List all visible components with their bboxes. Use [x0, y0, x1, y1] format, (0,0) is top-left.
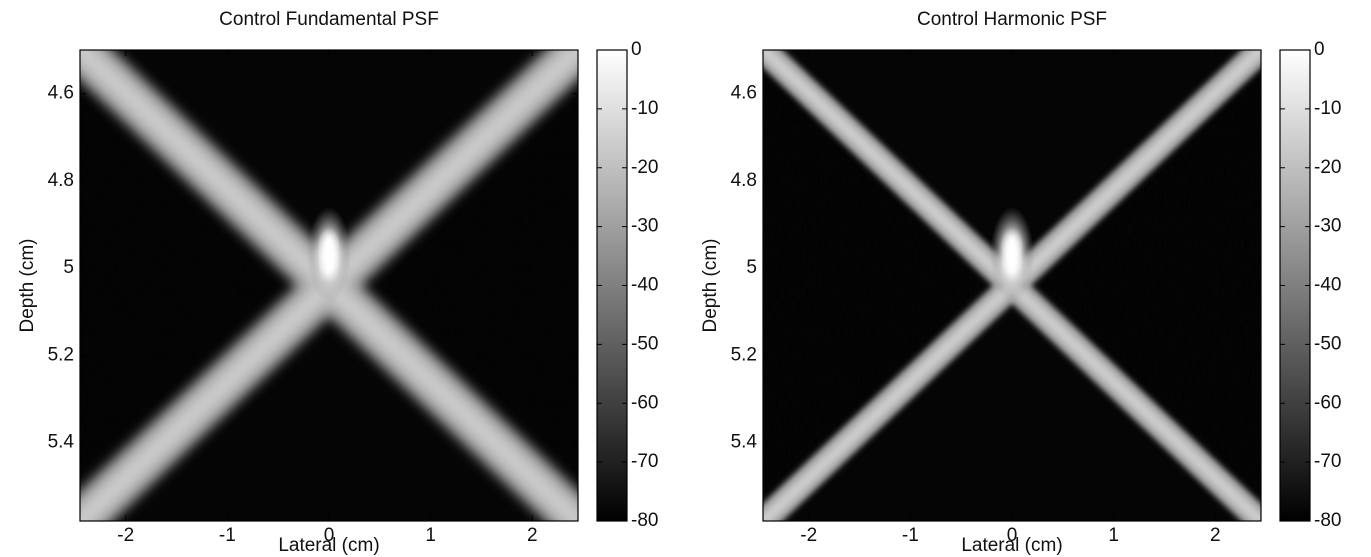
x-tick-label: -2: [800, 525, 817, 546]
colorbar-tick-label: -40: [1314, 275, 1341, 296]
y-tick-label: 5: [746, 257, 757, 278]
colorbar-tick-label: -80: [1314, 510, 1341, 531]
x-tick-label: 2: [527, 525, 538, 546]
x-tick-label: 1: [425, 525, 436, 546]
colorbar-tick-label: -30: [631, 216, 658, 237]
x-tick-label: 2: [1210, 525, 1221, 546]
y-tick-label: 4.6: [48, 83, 74, 104]
colorbar-tick-label: -60: [631, 392, 658, 413]
colorbar-tick-label: -30: [1314, 216, 1341, 237]
x-tick-label: -2: [117, 525, 134, 546]
colorbar-tick-label: 0: [631, 39, 642, 60]
colorbar-tick-label: -10: [631, 98, 658, 119]
colorbar-tick-label: 0: [1314, 39, 1325, 60]
focus-core: [321, 232, 337, 277]
x-tick-label: 1: [1108, 525, 1119, 546]
colorbar-tick-label: -50: [631, 333, 658, 354]
y-tick-label: 4.6: [731, 83, 757, 104]
y-tick-label: 4.8: [731, 170, 757, 191]
y-tick-label: 4.8: [48, 170, 74, 191]
colorbar-tick-label: -60: [1314, 392, 1341, 413]
x-tick-label: -1: [902, 525, 919, 546]
colorbar-tick-label: -20: [631, 157, 658, 178]
y-tick-label: 5.4: [48, 432, 75, 453]
x-tick-label: 0: [324, 525, 335, 546]
psf-image: [80, 50, 578, 521]
chart-title: Control Fundamental PSF: [219, 9, 439, 30]
colorbar-tick-label: -70: [631, 451, 658, 472]
colorbar-tick-label: -50: [1314, 333, 1341, 354]
colorbar-tick-label: -20: [1314, 157, 1341, 178]
colorbar-tick-label: -40: [631, 275, 658, 296]
y-tick-label: 5.4: [731, 432, 758, 453]
colorbar-tick-label: -10: [1314, 98, 1341, 119]
x-tick-label: 0: [1007, 525, 1018, 546]
y-tick-label: 5.2: [731, 344, 757, 365]
focus-core: [1004, 232, 1020, 277]
y-tick-label: 5: [63, 257, 74, 278]
y-axis-label: Depth (cm): [700, 239, 721, 333]
x-axis-label: Lateral (cm): [278, 535, 379, 556]
y-tick-label: 5.2: [48, 344, 74, 365]
y-axis-label: Depth (cm): [17, 239, 38, 333]
psf-image: [763, 50, 1261, 521]
colorbar-tick-label: -70: [1314, 451, 1341, 472]
colorbar-tick-label: -80: [631, 510, 658, 531]
x-tick-label: -1: [219, 525, 236, 546]
chart-title: Control Harmonic PSF: [917, 9, 1107, 30]
x-axis-label: Lateral (cm): [961, 535, 1062, 556]
